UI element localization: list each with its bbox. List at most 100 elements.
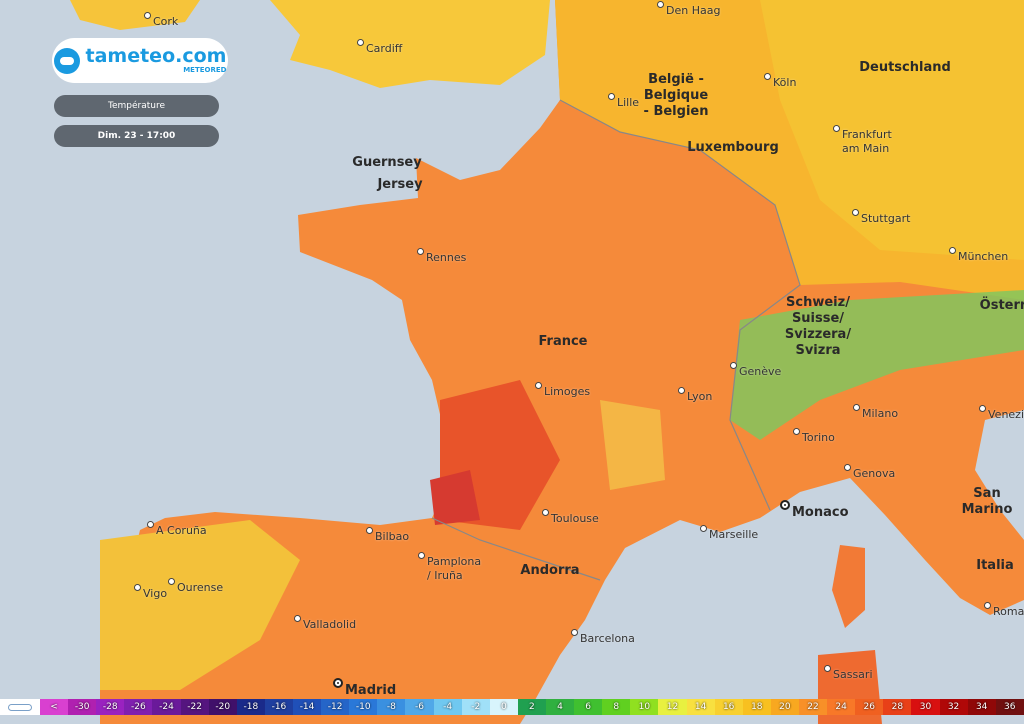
city-marker[interactable] (417, 248, 424, 255)
city-label[interactable]: Sassari (833, 668, 873, 681)
ireland-land (70, 0, 200, 30)
legend-cell: 0 (489, 699, 518, 715)
legend-cell: -6 (405, 699, 434, 715)
legend-cell: 12 (658, 699, 687, 715)
city-marker[interactable] (984, 602, 991, 609)
city-marker[interactable] (418, 552, 425, 559)
city-marker[interactable] (678, 387, 685, 394)
city-marker[interactable] (294, 615, 301, 622)
legend-cell: -10 (349, 699, 378, 715)
time-selector[interactable]: Dim. 23 - 17:00 (54, 125, 219, 147)
city-label[interactable]: Barcelona (580, 632, 635, 645)
landes-hottest (430, 470, 480, 525)
city-label[interactable]: Venezia (988, 408, 1024, 421)
city-marker[interactable] (853, 404, 860, 411)
city-marker[interactable] (833, 125, 840, 132)
country-label: Österr (979, 298, 1024, 313)
legend-cell: 8 (602, 699, 631, 715)
city-label[interactable]: Milano (862, 407, 899, 420)
city-marker[interactable] (700, 525, 707, 532)
city-label[interactable]: Stuttgart (861, 212, 911, 225)
legend-cell: -24 (152, 699, 181, 715)
city-marker[interactable] (168, 578, 175, 585)
legend-cell: -22 (180, 699, 209, 715)
brand-logo[interactable]: tameteo.com METEORED (52, 38, 228, 83)
legend-cell: 22 (798, 699, 828, 715)
country-label: Jersey (377, 177, 423, 192)
legend-cell: 26 (855, 699, 884, 715)
city-marker[interactable] (144, 12, 151, 19)
city-label[interactable]: Marseille (709, 528, 759, 541)
capital-marker[interactable] (333, 678, 343, 688)
legend-cell: 14 (686, 699, 715, 715)
city-marker[interactable] (366, 527, 373, 534)
border-pyrenees (431, 517, 601, 581)
brand-sub: METEORED (183, 66, 227, 74)
city-label[interactable]: Limoges (544, 385, 591, 398)
city-marker[interactable] (535, 382, 542, 389)
city-marker[interactable] (844, 464, 851, 471)
capital-label[interactable]: Madrid (345, 683, 397, 698)
country-label: France (538, 334, 588, 349)
legend-cell: -30 (68, 699, 97, 715)
city-marker[interactable] (824, 665, 831, 672)
city-marker[interactable] (764, 73, 771, 80)
country-label: Deutschland (859, 60, 951, 75)
city-label[interactable]: Roma (993, 605, 1024, 618)
city-label[interactable]: A Coruña (156, 524, 207, 537)
city-label[interactable]: Den Haag (666, 4, 721, 17)
city-marker[interactable] (571, 629, 578, 636)
city-label[interactable]: Köln (773, 76, 797, 89)
city-label[interactable]: Cork (153, 15, 179, 28)
city-label[interactable]: Genova (853, 467, 896, 480)
city-label[interactable]: Cardiff (366, 42, 403, 55)
city-label[interactable]: Frankfurt am Main (842, 128, 892, 155)
city-label[interactable]: Genève (739, 365, 782, 378)
city-label[interactable]: Lyon (687, 390, 713, 403)
legend-cell: -16 (264, 699, 293, 715)
country-label: Luxembourg (687, 140, 779, 155)
city-marker[interactable] (608, 93, 615, 100)
city-marker[interactable] (147, 521, 154, 528)
legend-cell: 34 (967, 699, 996, 715)
city-marker[interactable] (357, 39, 364, 46)
city-label[interactable]: Valladolid (303, 618, 357, 631)
capital-label[interactable]: Monaco (792, 505, 849, 520)
legend-cell: -8 (377, 699, 406, 715)
city-marker[interactable] (793, 428, 800, 435)
city-marker[interactable] (542, 509, 549, 516)
alps-green (730, 290, 1024, 440)
border-lines (559, 99, 801, 511)
city-marker[interactable] (730, 362, 737, 369)
city-label[interactable]: Ourense (177, 581, 224, 594)
thermometer-icon (0, 699, 40, 715)
country-label: Schweiz/ Suisse/ Svizzera/ Svizra (784, 295, 852, 358)
legend-cell: 18 (742, 699, 771, 715)
city-label[interactable]: Rennes (426, 251, 467, 264)
legend-cell: -18 (236, 699, 265, 715)
city-label[interactable]: Bilbao (375, 530, 410, 543)
city-label[interactable]: München (958, 250, 1009, 263)
city-label[interactable]: Lille (617, 96, 640, 109)
legend-cell: -12 (321, 699, 350, 715)
city-marker[interactable] (979, 405, 986, 412)
country-label: Italia (976, 558, 1014, 573)
city-marker[interactable] (134, 584, 141, 591)
corsica-land (832, 545, 865, 628)
city-marker[interactable] (852, 209, 859, 216)
legend-cell: 32 (939, 699, 968, 715)
germany-yellow (760, 0, 1024, 260)
layer-selector[interactable]: Température (54, 95, 219, 117)
capital-marker[interactable] (780, 500, 790, 510)
city-label[interactable]: Toulouse (551, 512, 599, 525)
city-marker[interactable] (657, 1, 664, 8)
city-label[interactable]: Torino (802, 431, 835, 444)
city-label[interactable]: Vigo (143, 587, 168, 600)
legend-cell: -2 (461, 699, 490, 715)
city-label[interactable]: Pamplona / Iruña (427, 555, 482, 582)
legend-cell: -4 (433, 699, 462, 715)
legend-cell: -26 (124, 699, 153, 715)
city-marker[interactable] (949, 247, 956, 254)
legend-cell: 16 (714, 699, 743, 715)
